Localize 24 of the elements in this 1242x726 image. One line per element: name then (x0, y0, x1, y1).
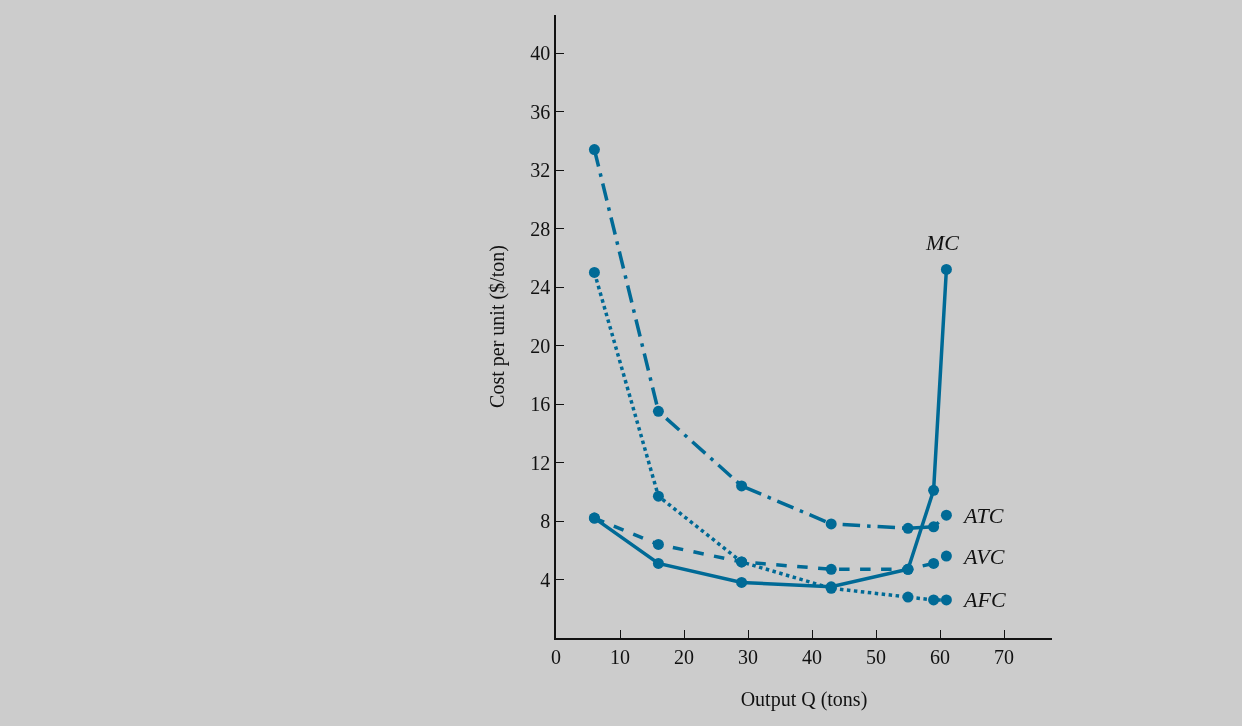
x-tick-label: 60 (930, 645, 950, 668)
series-label: AFC (962, 587, 1006, 612)
y-tick-label: 40 (530, 42, 551, 65)
y-tick-label: 4 (540, 568, 551, 591)
series-label: ATC (962, 503, 1004, 528)
y-tick-label: 20 (530, 334, 551, 357)
x-axis-title: Output Q (tons) (740, 687, 868, 711)
x-tick-label: 40 (802, 645, 822, 668)
x-tick-label: 10 (610, 645, 630, 668)
x-tick-label: 70 (994, 645, 1014, 668)
series-label: AVC (962, 544, 1005, 569)
x-tick-label: 20 (674, 645, 694, 668)
x-tick-label: 0 (551, 645, 561, 668)
y-tick-label: 12 (530, 451, 551, 474)
series-label: MC (925, 230, 960, 255)
x-tick-label: 30 (738, 645, 758, 668)
y-tick-label: 28 (530, 217, 551, 240)
y-axis-title: Cost per unit ($/ton) (486, 245, 510, 408)
y-tick-label: 36 (530, 100, 551, 123)
y-tick-label: 16 (530, 393, 551, 416)
y-tick-label: 8 (540, 510, 551, 532)
y-tick-label: 24 (530, 276, 551, 299)
x-tick-label: 50 (866, 645, 886, 668)
y-tick-label: 32 (530, 159, 551, 182)
